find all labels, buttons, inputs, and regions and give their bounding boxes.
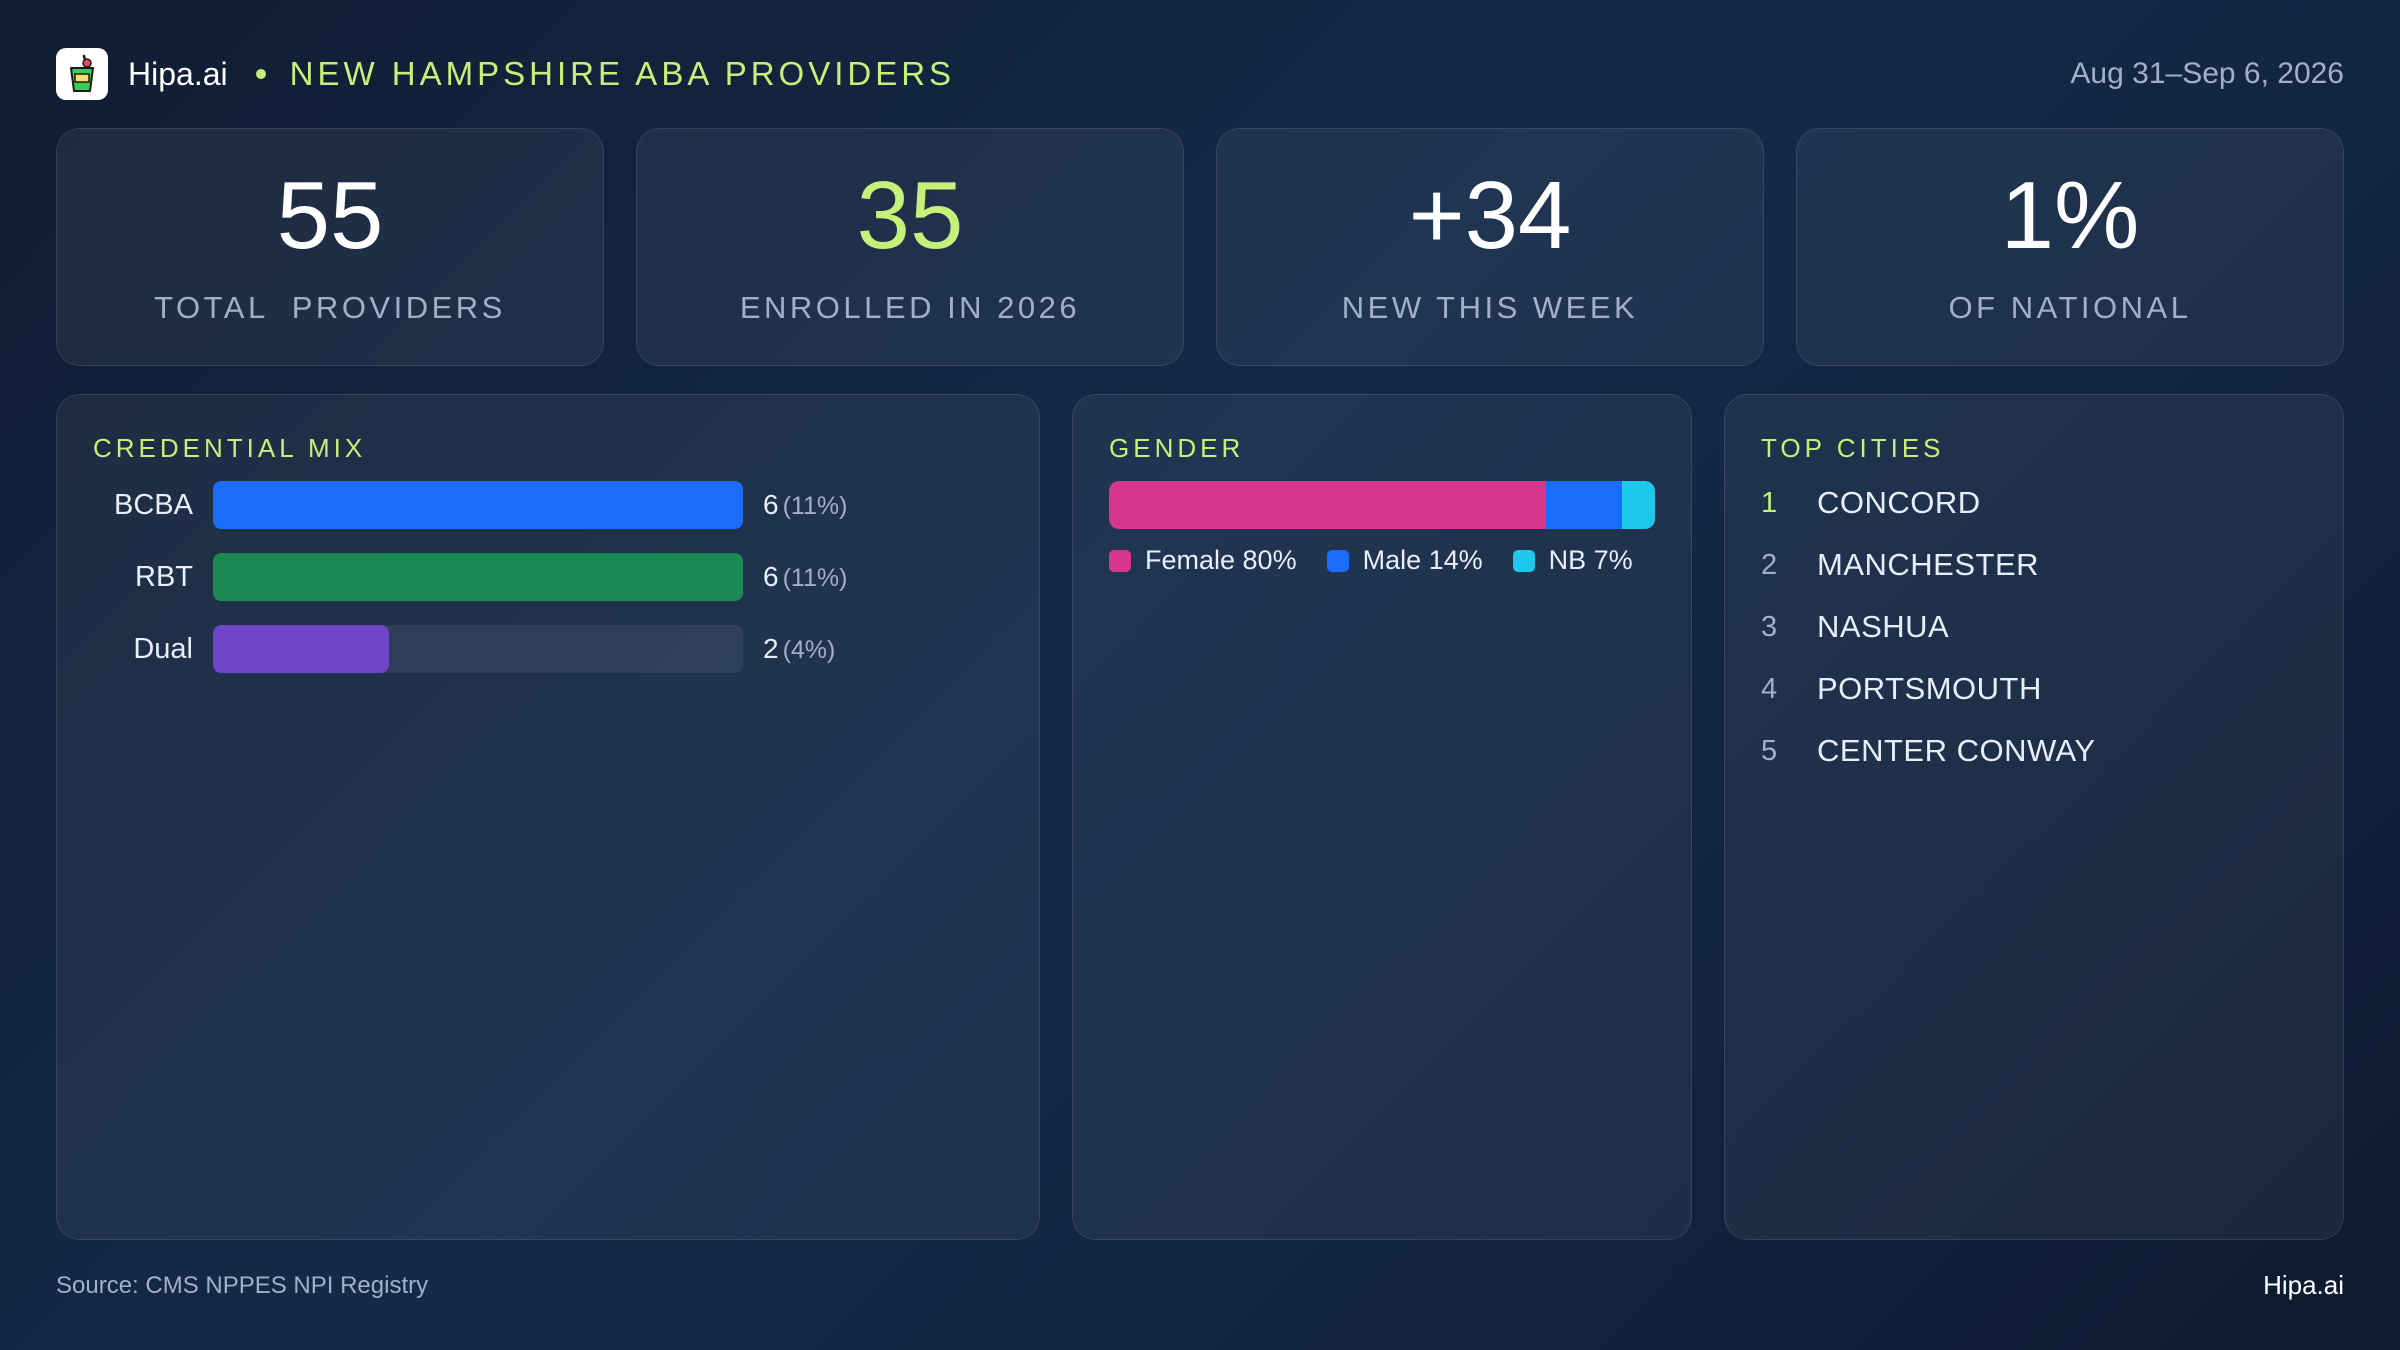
header: Hipa.ai NEW HAMPSHIRE ABA PROVIDERS Aug … (56, 48, 2344, 100)
count-percent: (11%) (782, 564, 848, 592)
gender-panel: GENDER Female 80% Male 14% NB 7% (1072, 394, 1692, 1240)
panel-title: CREDENTIAL MIX (93, 433, 367, 463)
credential-row-rbt: RBT 6 (11%) (57, 553, 1039, 601)
city-item: 3 NASHUA (1761, 607, 1949, 647)
city-item: 5 CENTER CONWAY (1761, 731, 2096, 771)
gender-segment-male (1545, 481, 1623, 529)
credential-fill (213, 625, 390, 673)
credential-count: 2 (4%) (763, 625, 835, 674)
separator-dot (255, 69, 266, 79)
date-range: Aug 31–Sep 6, 2026 (2070, 57, 2344, 90)
credential-fill (213, 481, 743, 529)
credential-row-bcba: BCBA 6 (11%) (57, 481, 1039, 529)
city-name: CONCORD (1817, 485, 1981, 520)
credential-track (213, 481, 743, 529)
city-rank: 1 (1761, 486, 1778, 519)
legend-label: NB 7% (1548, 545, 1633, 575)
legend-swatch (1326, 549, 1349, 572)
kpi-label: NEW THIS WEEK (1341, 290, 1639, 325)
page-title: NEW HAMPSHIRE ABA PROVIDERS (289, 55, 956, 92)
city-rank: 2 (1761, 548, 1778, 581)
kpi-value: 1% (2000, 162, 2140, 269)
city-name: PORTSMOUTH (1817, 671, 2042, 706)
kpi-label: OF NATIONAL (1948, 290, 2192, 325)
brand-name: Hipa.ai (128, 55, 228, 92)
gender-bar (1109, 481, 1655, 529)
legend-item-female: Female 80% (1109, 545, 1297, 576)
count-value: 6 (763, 489, 779, 520)
credential-track (213, 553, 743, 601)
legend-label: Female 80% (1145, 545, 1297, 575)
city-item: 2 MANCHESTER (1761, 545, 2039, 585)
credential-row-dual: Dual 2 (4%) (57, 625, 1039, 673)
credential-count: 6 (11%) (763, 553, 847, 602)
logo (56, 48, 108, 100)
legend-swatch (1512, 549, 1535, 572)
city-rank: 5 (1761, 734, 1778, 767)
kpi-value: 35 (856, 162, 964, 269)
credential-fill (213, 553, 743, 601)
kpi-value: +34 (1408, 162, 1572, 269)
source-note: Source: CMS NPPES NPI Registry (56, 1272, 429, 1299)
credential-label: BCBA (114, 489, 193, 521)
kpi-card-enrolled: 35 ENROLLED IN 2026 (636, 128, 1184, 366)
credential-panel: CREDENTIAL MIX BCBA 6 (11%) RBT 6 (11%) Du… (56, 394, 1040, 1240)
count-percent: (4%) (782, 636, 836, 664)
credential-label: RBT (135, 561, 193, 593)
credential-label: Dual (133, 633, 193, 665)
legend-swatch (1109, 549, 1131, 572)
city-item: 1 CONCORD (1761, 483, 1981, 523)
city-name: MANCHESTER (1817, 547, 2040, 582)
credential-track (213, 625, 743, 673)
city-item: 4 PORTSMOUTH (1761, 669, 2042, 709)
kpi-label: ENROLLED IN 2026 (739, 290, 1081, 325)
kpi-card-national: 1% OF NATIONAL (1796, 128, 2344, 366)
legend-item-male: Male 14% (1326, 545, 1483, 576)
city-rank: 3 (1761, 610, 1778, 643)
city-rank: 4 (1761, 672, 1778, 705)
footer-brand: Hipa.ai (2263, 1270, 2344, 1300)
panel-title: TOP CITIES (1761, 433, 1945, 463)
city-name: NASHUA (1817, 609, 1950, 644)
panel-title: GENDER (1109, 433, 1245, 463)
kpi-card-total: 55 TOTAL PROVIDERS (56, 128, 604, 366)
gender-legend: Female 80% Male 14% NB 7% (1109, 545, 1663, 576)
count-value: 2 (763, 633, 779, 664)
city-name: CENTER CONWAY (1817, 733, 2096, 768)
kpi-card-new: +34 NEW THIS WEEK (1216, 128, 1764, 366)
cup-with-straw-icon (70, 54, 94, 92)
kpi-label: TOTAL PROVIDERS (154, 290, 506, 325)
count-value: 6 (763, 561, 779, 592)
gender-segment-female (1109, 481, 1546, 529)
legend-label: Male 14% (1362, 545, 1483, 575)
gender-segment-nb (1622, 481, 1655, 529)
kpi-value: 55 (276, 162, 384, 269)
credential-count: 6 (11%) (763, 481, 847, 530)
kpi-row: 55 TOTAL PROVIDERS 35 ENROLLED IN 2026 +… (56, 128, 2344, 366)
count-percent: (11%) (782, 492, 848, 520)
cities-panel: TOP CITIES 1 CONCORD 2 MANCHESTER 3 NASH… (1724, 394, 2344, 1240)
legend-item-nb: NB 7% (1512, 545, 1633, 576)
